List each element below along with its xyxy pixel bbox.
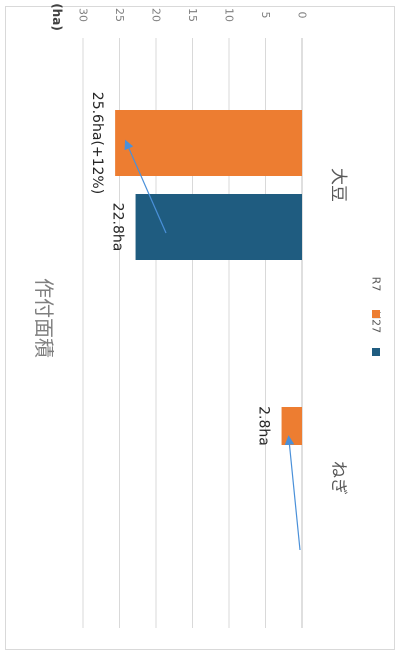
legend-swatch-H27 — [372, 348, 380, 356]
chart-title: 作付面積 — [32, 278, 56, 358]
tick-label-5: 5 — [259, 12, 272, 19]
tick-label-30: 30 — [77, 8, 90, 22]
category-label-ねぎ: ねぎ — [328, 461, 348, 495]
data-label-ねぎ-R7: 2.8ha — [256, 406, 272, 446]
category-label-大豆: 大豆 — [328, 168, 348, 202]
tick-label-15: 15 — [186, 8, 199, 22]
legend-label-R7: R7 — [370, 277, 383, 292]
legend-swatch-R7 — [372, 310, 380, 318]
data-label-大豆-R7: 25.6ha(+12%) — [89, 92, 105, 194]
axis-unit-label: (ha) — [50, 3, 64, 31]
arrow-soybean — [124, 139, 167, 234]
tick-label-10: 10 — [223, 8, 236, 22]
tick-label-0: 0 — [296, 12, 309, 19]
bar-大豆-R7 — [115, 110, 303, 176]
tick-label-25: 25 — [113, 8, 126, 22]
arrow-negi — [284, 435, 301, 551]
tick-label-20: 20 — [150, 8, 163, 22]
data-label-大豆-H27: 22.8ha — [110, 203, 126, 252]
bar-大豆-H27 — [135, 194, 302, 260]
bar-ねぎ-R7 — [281, 407, 302, 445]
